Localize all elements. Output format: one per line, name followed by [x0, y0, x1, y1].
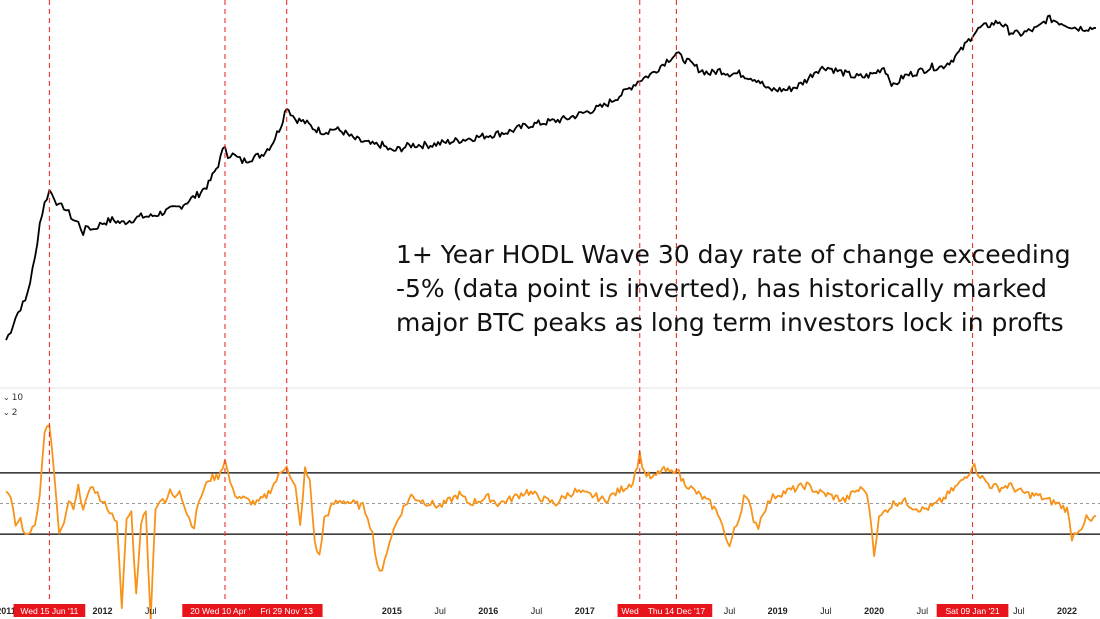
x-tick-label: 2016 — [478, 606, 498, 616]
x-tick-label: Jul — [724, 606, 736, 616]
x-tick-label: Jul — [531, 606, 543, 616]
x-tick-label: 2012 — [92, 606, 112, 616]
chevron-down-icon: ⌄ — [3, 393, 10, 402]
marker-tag-label: Wed 16 A — [621, 606, 658, 616]
marker-tag — [182, 604, 268, 617]
x-tick-label: 2011 — [0, 606, 16, 616]
x-tick-label: Jul — [917, 606, 929, 616]
price-series-layer — [5, 14, 1097, 341]
x-tick-label: Jul — [820, 606, 832, 616]
pane-control-label: 2 — [11, 408, 18, 418]
annotation-line-2: -5% (data point is inverted), has histor… — [396, 274, 1047, 303]
chart-annotation: 1+ Year HODL Wave 30 day rate of change … — [396, 238, 1071, 340]
marker-tag-label: Sat 09 Jan '21 — [945, 606, 999, 616]
indicator-line — [5, 424, 1097, 619]
chevron-down-icon: ⌄ — [3, 408, 10, 417]
marker-tag — [640, 604, 713, 617]
x-tick-label: 2022 — [1057, 606, 1077, 616]
pane-collapse-control[interactable]: ⌄ 10 — [3, 393, 23, 403]
marker-tag — [13, 604, 86, 617]
marker-tag — [936, 604, 1009, 617]
annotation-line-1: 1+ Year HODL Wave 30 day rate of change … — [396, 240, 1071, 269]
x-tick-label: 2017 — [575, 606, 595, 616]
price-line — [5, 14, 1097, 341]
annotation-line-3: major BTC peaks as long term investors l… — [396, 308, 1064, 337]
marker-tag-label: 20 Wed 10 Apr '13 — [190, 606, 260, 616]
x-tick-label: Jul — [1013, 606, 1025, 616]
pane-collapse-control[interactable]: ⌄ 2 — [3, 408, 17, 418]
marker-tag — [250, 604, 323, 617]
x-tick-label: Jul — [434, 606, 446, 616]
threshold-lines-layer — [0, 472, 1100, 535]
x-tick-label: Jul — [145, 606, 157, 616]
pane-control-label: 10 — [11, 393, 24, 403]
x-tick-label: 2019 — [768, 606, 788, 616]
marker-tags-layer: Wed 15 Jun '11 20 Wed 10 Apr '13 Fri 29 No… — [13, 604, 1009, 617]
marker-lines-layer — [48, 0, 974, 603]
x-tick-label: 2015 — [382, 606, 402, 616]
x-tick-label: 2020 — [864, 606, 884, 616]
marker-tag-label: Thu 14 Dec '17 — [648, 606, 706, 616]
x-axis: 2011 2012 Jul 2015 Jul 2016 Jul 2017 Jul 2019 Jul 2… — [0, 606, 1077, 616]
indicator-series-layer — [5, 424, 1097, 619]
marker-tag-label: Wed 15 Jun '11 — [20, 606, 78, 616]
marker-tag-label: Fri 29 Nov '13 — [260, 606, 313, 616]
